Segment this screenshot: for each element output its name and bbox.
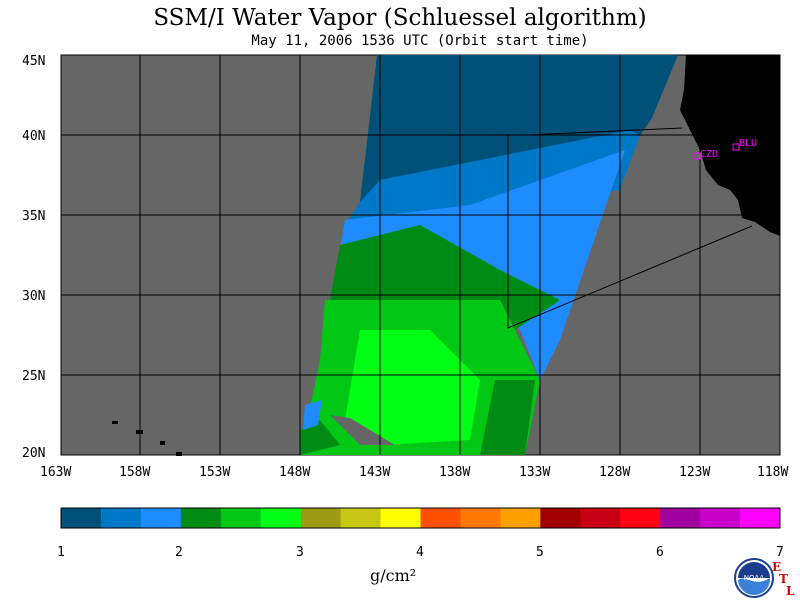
lon-label: 138W — [439, 465, 470, 480]
lon-label: 163W — [40, 465, 71, 480]
lon-label: 143W — [359, 465, 390, 480]
colorbar-tick-labels: 1 2 3 4 5 6 7 — [57, 545, 784, 560]
lon-label: 123W — [679, 465, 710, 480]
colorbar-swatch — [460, 508, 501, 528]
lon-labels: 163W 158W 153W 148W 143W 138W 133W 128W … — [40, 465, 788, 480]
colorbar-swatch — [500, 508, 541, 528]
lon-label: 153W — [199, 465, 230, 480]
station-czd-label: CZD — [700, 149, 718, 160]
colorbar-tick: 6 — [656, 545, 664, 560]
colorbar-swatch — [260, 508, 302, 528]
lon-label: 148W — [279, 465, 310, 480]
lat-label: 20N — [22, 446, 45, 461]
map-grid — [61, 55, 780, 455]
etl-e: E — [772, 560, 782, 574]
colorbar — [61, 508, 781, 528]
colorbar-swatch — [660, 508, 701, 528]
lat-label: 40N — [22, 129, 45, 144]
colorbar-swatch — [140, 508, 182, 528]
lat-labels: 45N 40N 35N 30N 25N 20N — [22, 54, 45, 461]
lat-label: 30N — [22, 289, 45, 304]
station-blu-marker — [732, 143, 740, 151]
lon-label: 158W — [119, 465, 150, 480]
colorbar-swatch — [580, 508, 621, 528]
region-outline — [527, 127, 683, 136]
colorbar-swatch — [380, 508, 421, 528]
colorbar-swatch — [340, 508, 382, 528]
noaa-logo-icon: NOAA — [734, 558, 774, 598]
colorbar-tick: 3 — [296, 545, 304, 560]
station-czd-marker — [693, 152, 701, 160]
colorbar-swatch — [620, 508, 661, 528]
svg-text:NOAA: NOAA — [744, 574, 765, 582]
colorbar-swatch — [700, 508, 741, 528]
colorbar-swatch — [100, 508, 142, 528]
colorbar-tick: 5 — [536, 545, 544, 560]
lat-label: 45N — [22, 54, 45, 69]
colorbar-tick: 1 — [57, 545, 65, 560]
colorbar-swatch — [740, 508, 781, 528]
colorbar-swatch — [420, 508, 461, 528]
colorbar-swatch — [540, 508, 581, 528]
colorbar-tick: 7 — [776, 545, 784, 560]
colorbar-unit-label: g/cm² — [370, 566, 417, 585]
page-subtitle: May 11, 2006 1536 UTC (Orbit start time) — [251, 33, 589, 49]
colorbar-frame — [60, 507, 781, 529]
etl-t: T — [779, 572, 788, 586]
colorbar-tick: 2 — [175, 545, 183, 560]
etl-l: L — [786, 584, 795, 598]
lat-label: 25N — [22, 369, 45, 384]
colorbar-swatch — [61, 508, 102, 528]
colorbar-swatch — [220, 508, 262, 528]
lon-label: 128W — [599, 465, 630, 480]
land-mass — [680, 55, 780, 236]
region-outline-2 — [507, 135, 753, 329]
page-title: SSM/I Water Vapor (Schluessel algorithm) — [153, 5, 647, 31]
station-blu-label: BLU — [739, 138, 757, 149]
colorbar-tick: 4 — [416, 545, 424, 560]
lon-label: 118W — [757, 465, 788, 480]
colorbar-swatch — [300, 508, 342, 528]
lat-label: 35N — [22, 209, 45, 224]
colorbar-swatch — [180, 508, 222, 528]
lon-label: 133W — [519, 465, 550, 480]
